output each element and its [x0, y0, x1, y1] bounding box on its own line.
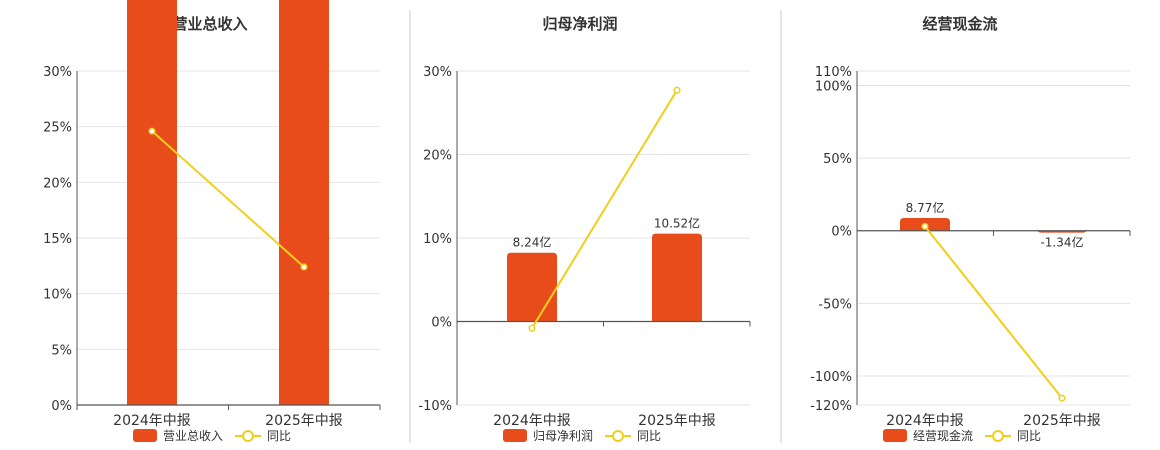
y-tick-label: 0%	[831, 225, 852, 240]
chart-title: 经营现金流	[922, 15, 997, 33]
bar	[127, 0, 177, 405]
chart-panel: 归母净利润 30% 20% 10% 0% -10% 8.24亿 10.52亿 2024年中报 20…	[418, 15, 751, 443]
y-tick-label: 0%	[431, 316, 452, 331]
yoy-point	[1058, 394, 1066, 402]
bar	[279, 0, 329, 405]
legend-line-label: 同比	[267, 429, 291, 443]
bar-value-label: -1.34亿	[1040, 235, 1083, 250]
legend-bar-swatch	[503, 429, 527, 442]
y-tick-label: 20%	[43, 176, 72, 191]
yoy-line	[151, 130, 305, 268]
bar	[507, 252, 557, 322]
y-tick-label: 10%	[43, 288, 72, 303]
legend-line-label: 同比	[637, 429, 661, 443]
legend-bar-swatch	[883, 429, 907, 442]
x-tick-label: 2024年中报	[493, 413, 571, 429]
bar-value-label: 10.52亿	[654, 216, 700, 231]
y-tick-label: 30%	[43, 65, 72, 80]
chart-title: 营业总收入	[172, 15, 247, 33]
bar-value-label: 8.77亿	[906, 200, 945, 215]
y-tick-label: 20%	[423, 149, 452, 164]
x-tick-label: 2025年中报	[265, 413, 343, 429]
bar-value-label: 8.24亿	[513, 235, 552, 250]
y-tick-label: -50%	[818, 297, 852, 312]
yoy-line	[924, 225, 1063, 399]
chart-panel: 经营现金流 110%100% 50% 0% -50% -100% -120% 8.77亿 -1.…	[810, 15, 1131, 443]
y-tick-label: 5%	[51, 343, 72, 358]
y-tick-label: 0%	[51, 399, 72, 414]
yoy-point	[148, 127, 156, 135]
x-tick-label: 2024年中报	[886, 413, 964, 429]
legend-bar-label: 营业总收入	[163, 429, 223, 443]
legend-line-marker	[992, 430, 1004, 442]
yoy-point	[300, 263, 308, 271]
y-tick-label: 30%	[423, 65, 452, 80]
y-tick-label: 50%	[823, 152, 852, 167]
chart-panel: 营业总收入30%25%20%15%10%5%0%38.59亿43.36亿2024…	[43, 0, 381, 443]
y-tick-label: -100%	[810, 370, 852, 385]
y-tick-label: 10%	[423, 232, 452, 247]
y-tick-label: 25%	[43, 121, 72, 136]
x-tick-label: 2025年中报	[638, 413, 716, 429]
bar	[652, 233, 702, 322]
legend-bar-swatch	[133, 429, 157, 442]
yoy-point	[673, 86, 681, 94]
legend-bar-label: 归母净利润	[533, 429, 593, 443]
y-tick-label: -10%	[418, 399, 452, 414]
y-tick-label: 110%	[815, 65, 852, 80]
legend-bar-label: 经营现金流	[913, 428, 973, 443]
legend-line-marker	[242, 430, 254, 442]
legend-line-label: 同比	[1017, 429, 1041, 443]
chart-title: 归母净利润	[542, 15, 617, 33]
y-tick-label: -120%	[810, 399, 852, 414]
yoy-line	[531, 89, 678, 329]
legend-line-marker	[612, 430, 624, 442]
yoy-point	[921, 222, 929, 230]
x-tick-label: 2024年中报	[113, 413, 191, 429]
yoy-point	[528, 324, 536, 332]
y-tick-label: 15%	[43, 232, 72, 247]
bar	[1037, 228, 1087, 233]
y-tick-label: 100%	[815, 80, 852, 95]
x-tick-label: 2025年中报	[1023, 413, 1101, 429]
